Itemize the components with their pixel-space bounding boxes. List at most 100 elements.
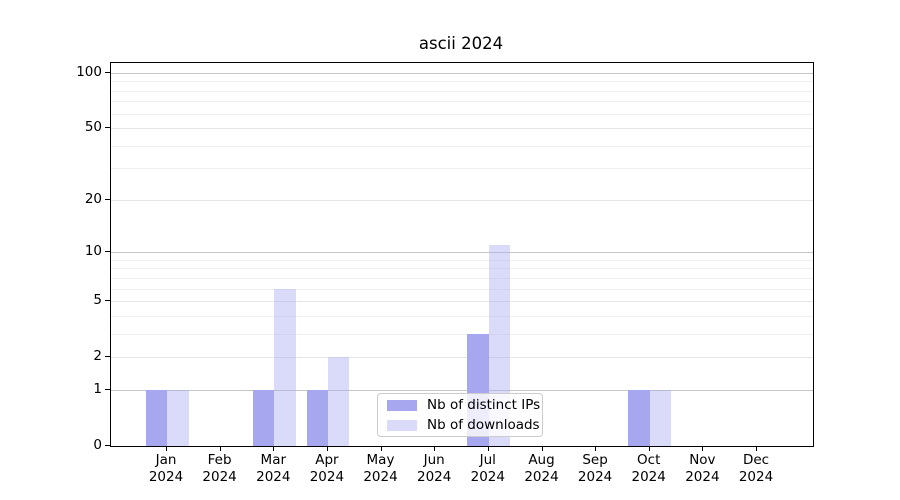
y-gridline-minor (111, 268, 813, 270)
bar-downloads-oct (649, 389, 672, 446)
x-tick-label: May 2024 (351, 452, 411, 486)
x-tick-label: Nov 2024 (672, 452, 732, 486)
x-tick-month: Aug (528, 452, 555, 468)
legend-label-downloads: Nb of downloads (427, 417, 540, 433)
legend-item-downloads: Nb of downloads (387, 416, 542, 434)
x-tick-label: Apr 2024 (297, 452, 357, 486)
y-gridline (111, 389, 813, 391)
x-tick-year: 2024 (417, 469, 452, 485)
x-tick-year: 2024 (148, 469, 184, 485)
x-tick-year: 2024 (577, 469, 613, 485)
x-tick-mark (487, 446, 489, 451)
legend: Nb of distinct IPs Nb of downloads (377, 393, 543, 437)
y-tick-label: 50 (84, 119, 102, 135)
x-tick-label: Jun 2024 (404, 452, 464, 486)
y-gridline-minor (111, 288, 813, 290)
bar-distinct-ips-apr (306, 389, 328, 446)
y-tick-mark (105, 445, 110, 446)
x-tick-mark (326, 446, 328, 451)
y-tick-label: 0 (93, 437, 102, 453)
x-tick-month: Jan (155, 452, 177, 468)
x-tick-mark (648, 446, 650, 451)
y-tick-mark (105, 388, 110, 390)
legend-item-distinct-ips: Nb of distinct IPs (387, 396, 542, 414)
x-tick-month: Dec (742, 452, 770, 468)
x-tick-year: 2024 (685, 469, 720, 485)
y-tick-mark (105, 198, 110, 200)
x-tick-month: Jun (423, 452, 445, 468)
x-tick-month: May (366, 452, 395, 468)
x-tick-year: 2024 (470, 469, 505, 485)
legend-swatch-distinct-ips (387, 399, 417, 411)
x-tick-year: 2024 (202, 469, 237, 485)
legend-label-distinct-ips: Nb of distinct IPs (427, 397, 541, 413)
x-tick-mark (273, 446, 275, 451)
x-tick-year: 2024 (738, 469, 774, 485)
plot-area (110, 62, 814, 447)
x-tick-month: Apr (315, 452, 339, 468)
x-tick-month: Nov (689, 452, 716, 468)
y-gridline-minor (111, 259, 813, 261)
x-tick-label: Aug 2024 (512, 452, 572, 486)
x-tick-month: Oct (637, 452, 661, 468)
chart-title: ascii 2024 (418, 34, 504, 53)
y-gridline-minor (111, 277, 813, 279)
x-tick-year: 2024 (631, 469, 666, 485)
y-gridline-minor (111, 90, 813, 92)
x-tick-mark (541, 446, 543, 451)
x-tick-label: Oct 2024 (619, 452, 679, 486)
bar-downloads-jan (167, 389, 189, 446)
y-tick-mark (105, 356, 110, 358)
x-tick-mark (702, 446, 704, 451)
y-tick-label: 100 (76, 63, 102, 80)
x-tick-label: Jan 2024 (136, 452, 196, 486)
y-tick-label: 10 (84, 243, 102, 260)
y-gridline-minor (111, 315, 813, 317)
y-tick-label: 1 (93, 380, 102, 397)
y-tick-mark (105, 251, 110, 253)
y-gridline-minor (111, 113, 813, 115)
y-gridline-minor (111, 168, 813, 170)
x-tick-mark (595, 446, 597, 451)
x-tick-mark (380, 446, 382, 451)
x-tick-month: Mar (260, 452, 287, 468)
x-tick-label: Sep 2024 (565, 452, 625, 486)
x-tick-year: 2024 (363, 469, 398, 485)
x-tick-mark (166, 446, 167, 451)
y-tick-mark (105, 127, 110, 128)
x-tick-label: Jul 2024 (458, 452, 518, 486)
y-gridline-minor (111, 333, 813, 335)
y-gridline-minor (111, 81, 813, 83)
bar-distinct-ips-jan (145, 389, 167, 446)
bar-distinct-ips-mar (252, 389, 275, 446)
y-tick-label: 5 (93, 292, 102, 309)
x-tick-mark (434, 446, 436, 451)
y-tick-label: 20 (84, 190, 102, 207)
x-tick-label: Dec 2024 (726, 452, 786, 486)
bar-downloads-apr (327, 357, 350, 446)
y-gridline (111, 72, 813, 74)
x-tick-year: 2024 (524, 469, 559, 485)
y-tick-label: 2 (93, 348, 102, 365)
x-tick-month: Jul (479, 452, 496, 468)
y-tick-mark (105, 300, 110, 302)
y-tick-mark (105, 71, 110, 73)
y-gridline-minor (111, 101, 813, 103)
legend-swatch-downloads (387, 419, 417, 431)
y-gridline (111, 128, 813, 129)
bar-downloads-mar (274, 288, 296, 446)
x-tick-mark (219, 446, 221, 451)
y-gridline (111, 252, 813, 254)
y-gridline (111, 199, 813, 201)
y-gridline-minor (111, 145, 813, 147)
x-tick-label: Mar 2024 (243, 452, 303, 486)
x-tick-month: Feb (207, 452, 232, 468)
x-tick-year: 2024 (256, 469, 291, 485)
y-gridline (111, 357, 813, 359)
x-tick-month: Sep (582, 452, 608, 468)
x-tick-label: Feb 2024 (190, 452, 250, 486)
x-tick-year: 2024 (309, 469, 345, 485)
bar-distinct-ips-oct (628, 389, 650, 446)
x-tick-mark (756, 446, 757, 451)
